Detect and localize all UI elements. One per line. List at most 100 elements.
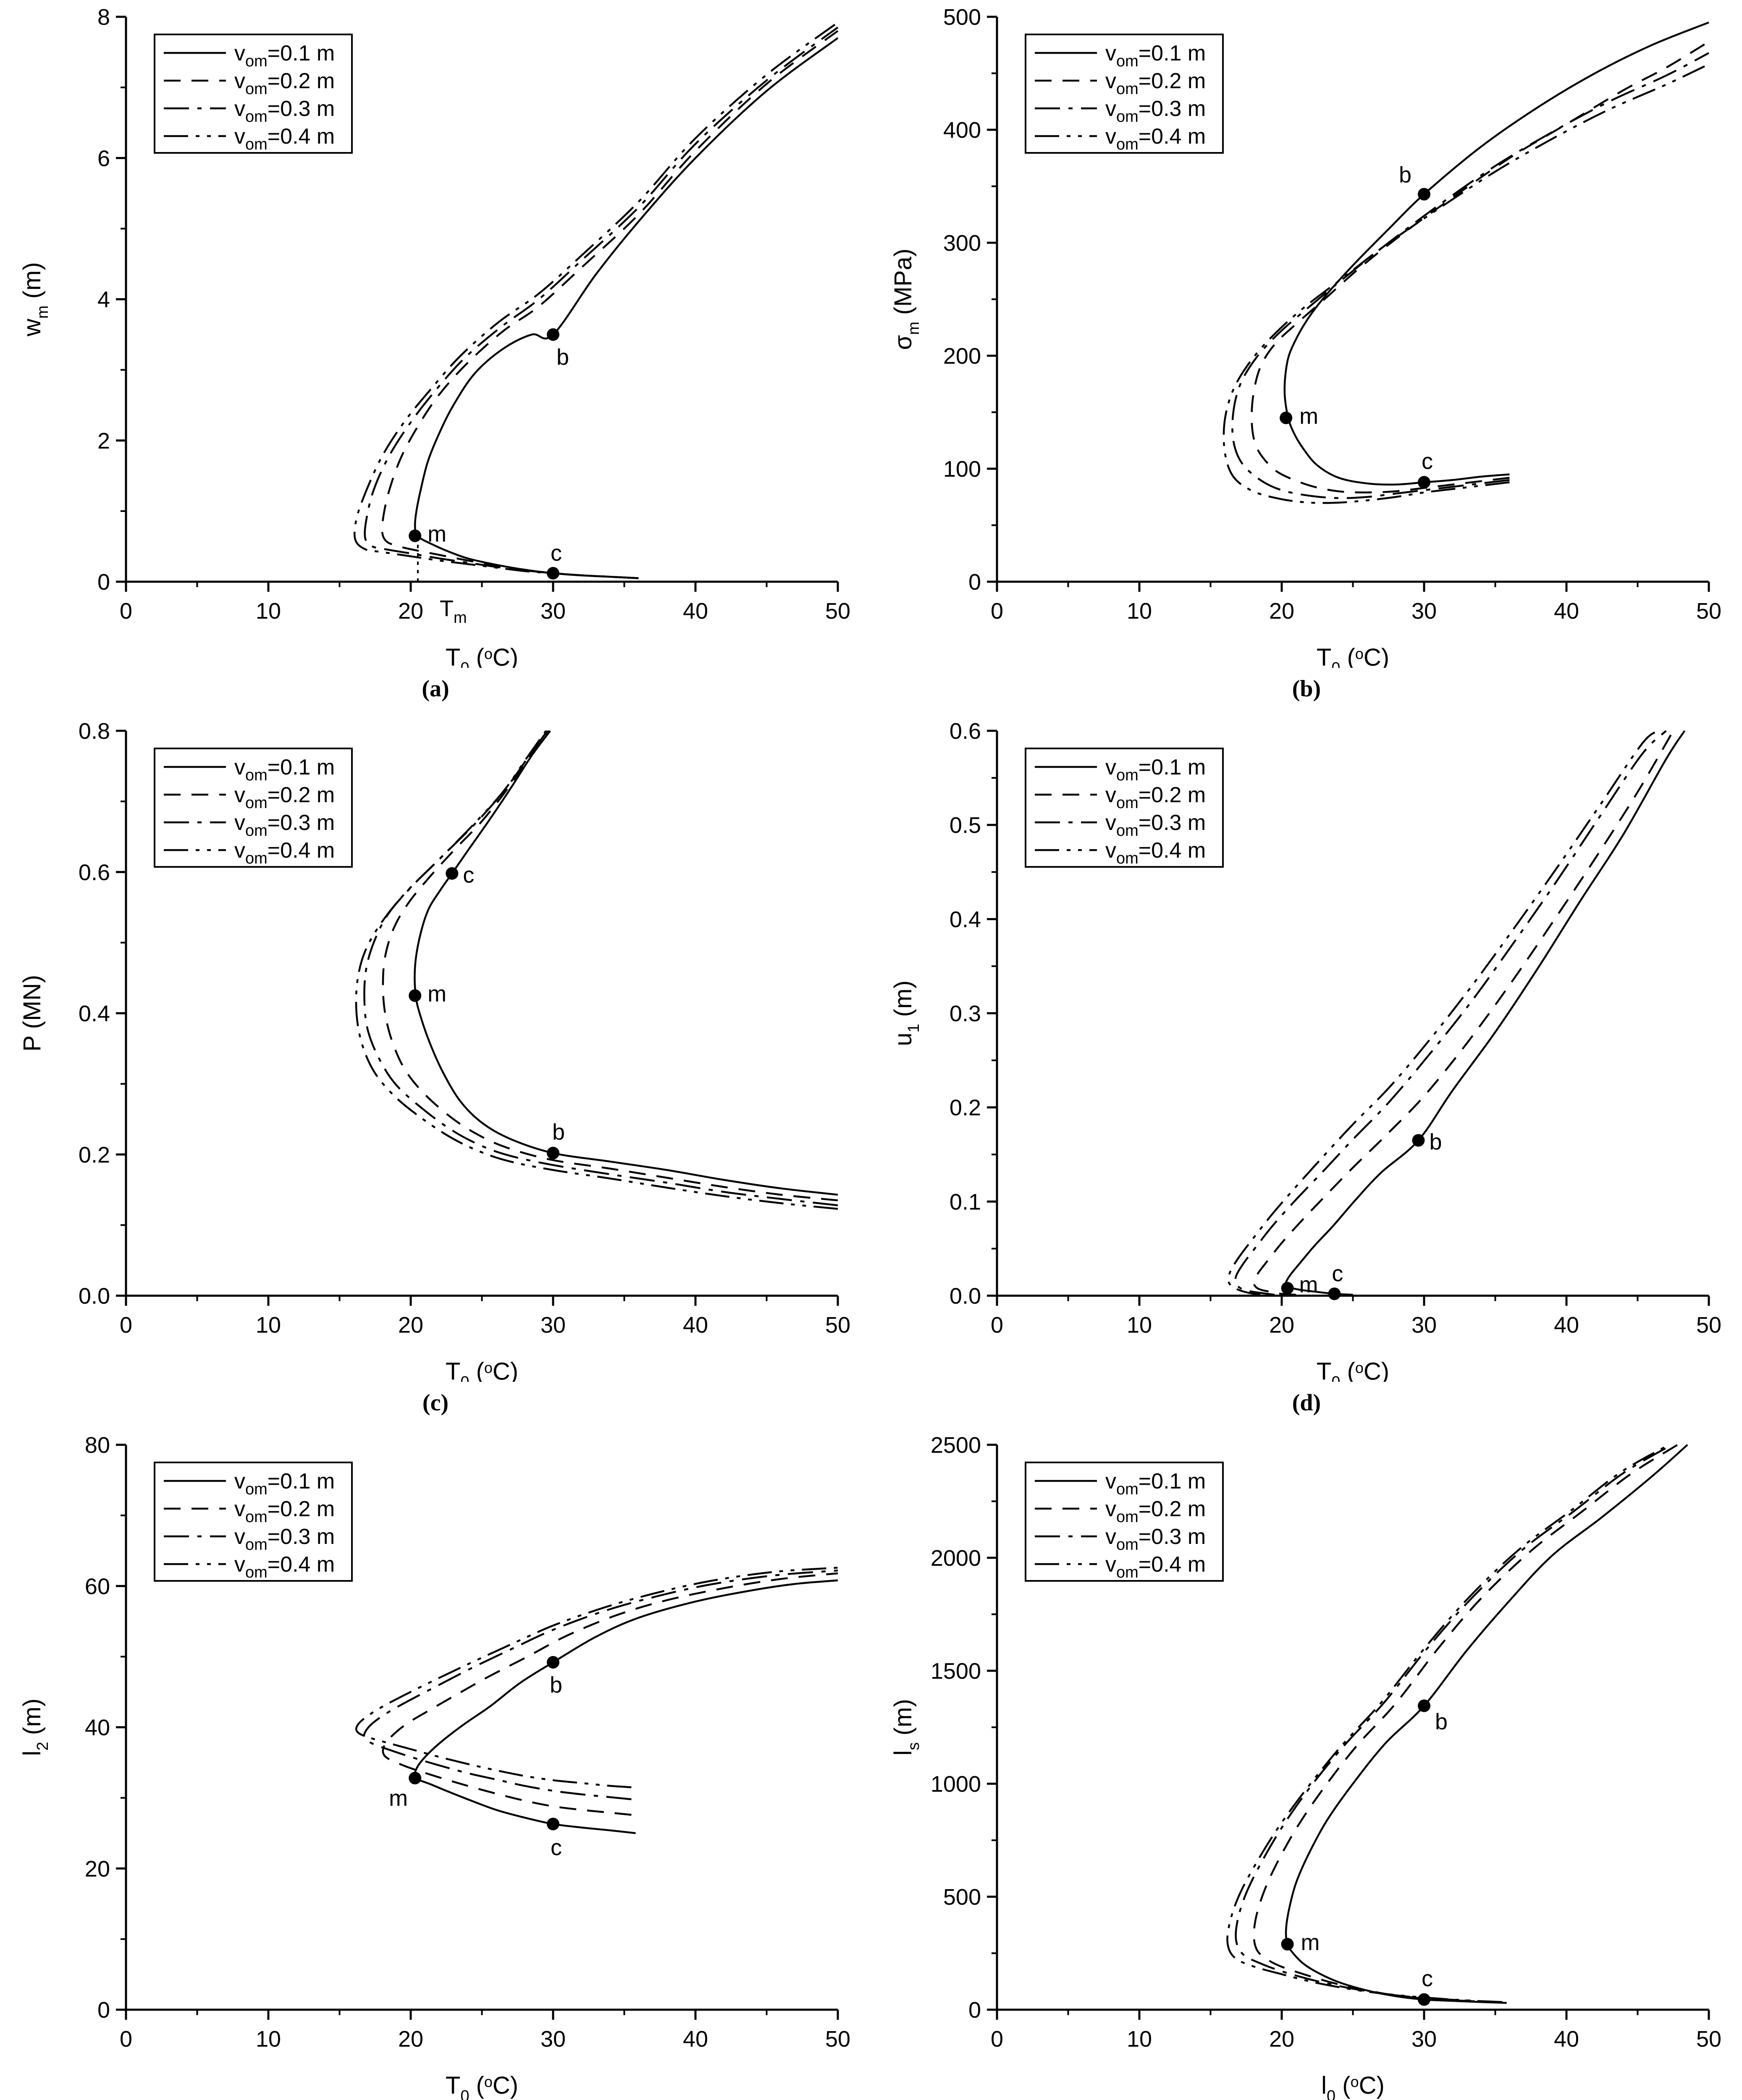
series-line-dashdot bbox=[1234, 730, 1667, 1296]
point-label-c: c bbox=[1422, 1966, 1433, 1991]
y-tick-label: 80 bbox=[85, 1433, 110, 1458]
legend-box bbox=[1025, 1462, 1224, 1582]
annotations-c: c m b bbox=[409, 863, 565, 1160]
y-tick-label: 2000 bbox=[931, 1546, 981, 1571]
x-tick-label: 10 bbox=[1127, 2026, 1152, 2052]
y-tick-label: 0 bbox=[97, 570, 110, 595]
legend-label-2: vom=0.3 m bbox=[1105, 811, 1206, 840]
y-tick-label: 8 bbox=[97, 5, 110, 30]
data-point-marker-m bbox=[409, 529, 422, 542]
legend-label-2: vom=0.3 m bbox=[234, 811, 335, 840]
y-tick-label: 300 bbox=[943, 231, 981, 256]
x-tick-label: 20 bbox=[398, 2026, 423, 2052]
data-point-marker-c bbox=[1418, 476, 1430, 489]
data-point-marker-c bbox=[1328, 1287, 1341, 1300]
plot-panel-f: 0 10 20 30 40 50 0 500 1000 1500 2000 2500 b m c l0 (oC… bbox=[871, 1428, 1742, 2100]
x-axis-label-f: l0 (oC) bbox=[1321, 2072, 1385, 2100]
series-line-dashed bbox=[381, 30, 839, 579]
series-line-dashed bbox=[382, 1572, 838, 1816]
x-tick-label: 0 bbox=[991, 598, 1003, 624]
data-point-marker-m bbox=[1281, 1282, 1294, 1295]
series-group-d bbox=[1227, 730, 1686, 1296]
series-line-solid bbox=[1283, 21, 1709, 486]
y-tick-label: 0 bbox=[968, 1998, 981, 2023]
annotations-f: b m c bbox=[1281, 1699, 1448, 2006]
point-label-m: m bbox=[428, 522, 446, 547]
x-tick-label: 50 bbox=[825, 598, 850, 624]
x-tick-label: 10 bbox=[1127, 598, 1152, 624]
y-tick-label: 0.8 bbox=[79, 719, 110, 744]
y-axis-label-d: u1 (m) bbox=[889, 980, 923, 1046]
y-axis-label-a: wm (m) bbox=[18, 262, 52, 337]
series-line-dashed bbox=[1253, 730, 1674, 1296]
y-axis-label-b: σm (MPa) bbox=[889, 249, 923, 350]
legend-box bbox=[1025, 34, 1224, 154]
series-line-dashed bbox=[1251, 41, 1710, 494]
y-tick-label: 0 bbox=[968, 570, 981, 595]
point-label-b: b bbox=[556, 345, 569, 370]
y-tick-label: 0.3 bbox=[950, 1001, 981, 1026]
x-tick-label: 30 bbox=[1411, 598, 1437, 624]
x-tick-label: 20 bbox=[398, 1312, 423, 1338]
x-axis-ticks-d: 0 10 20 30 40 50 bbox=[991, 1296, 1721, 1338]
y-tick-label: 0.0 bbox=[950, 1284, 981, 1309]
x-tick-label: 20 bbox=[1269, 2026, 1294, 2052]
y-tick-label: 0.4 bbox=[950, 907, 981, 932]
y-axis-label-e: l2 (m) bbox=[18, 1698, 52, 1756]
x-axis-label-d: T0 (oC) bbox=[1317, 1358, 1389, 1382]
y-tick-label: 0.2 bbox=[950, 1095, 981, 1121]
series-line-dashdot bbox=[363, 1570, 838, 1801]
series-group-c bbox=[355, 730, 838, 1210]
y-tick-label: 40 bbox=[85, 1715, 110, 1740]
series-line-dashdotdot bbox=[1226, 1444, 1670, 2003]
plot-area-e: 0 10 20 30 40 50 0 20 40 60 80 b m c T0 (oC) l2 (m) vom=… bbox=[18, 1433, 850, 2100]
y-tick-label: 1000 bbox=[931, 1772, 981, 1797]
legend-box bbox=[154, 1462, 353, 1582]
y-tick-label: 2500 bbox=[931, 1433, 981, 1458]
data-point-marker-b bbox=[1418, 1699, 1430, 1712]
data-point-marker-m bbox=[1281, 1937, 1294, 1950]
data-point-marker-b bbox=[1418, 188, 1430, 201]
x-tick-label: 50 bbox=[825, 2026, 850, 2052]
series-line-dashdot bbox=[1231, 52, 1710, 499]
x-tick-label: 10 bbox=[1127, 1312, 1152, 1338]
legend-label-3: vom=0.4 m bbox=[1105, 1552, 1206, 1581]
point-label-m: m bbox=[428, 981, 446, 1006]
y-tick-label: 500 bbox=[943, 1885, 981, 1910]
y-tick-label: 4 bbox=[97, 287, 110, 312]
series-line-dashed bbox=[1253, 1444, 1678, 2004]
point-label-c: c bbox=[551, 541, 562, 566]
panel-caption-c: (c) bbox=[422, 1390, 449, 1416]
y-axis-label-c: P (MN) bbox=[18, 975, 46, 1052]
x-axis-label-a: T0 (oC) bbox=[446, 644, 518, 668]
y-tick-label: 400 bbox=[943, 118, 981, 143]
y-tick-label: 2 bbox=[97, 428, 110, 454]
x-axis-label-b: T0 (oC) bbox=[1317, 644, 1389, 668]
y-axis-ticks-a: 0 2 4 6 8 bbox=[97, 5, 126, 595]
point-label-c: c bbox=[1332, 1261, 1343, 1286]
point-label-b: b bbox=[1399, 162, 1411, 187]
y-axis-ticks-d: 0.0 0.1 0.2 0.3 0.4 0.5 0.6 bbox=[950, 719, 997, 1309]
x-tick-label: 50 bbox=[1696, 1312, 1721, 1338]
x-tick-label: 10 bbox=[256, 1312, 281, 1338]
y-tick-label: 60 bbox=[85, 1574, 110, 1599]
y-tick-label: 0.6 bbox=[950, 719, 981, 744]
series-line-dashdotdot bbox=[1227, 730, 1661, 1296]
legend-label-0: vom=0.1 m bbox=[234, 1469, 335, 1498]
plot-panel-a: 0 10 20 30 40 50 0 2 4 6 8 b m c Tm T0 (oC) wm (m) vom=0.… bbox=[0, 0, 871, 714]
plot-panel-c: 0 10 20 30 40 50 0.0 0.2 0.4 0.6 0.8 c m b T0 (oC) P (M… bbox=[0, 714, 871, 1428]
y-axis-ticks-f: 0 500 1000 1500 2000 2500 bbox=[931, 1433, 997, 2023]
series-line-dashdot bbox=[363, 730, 838, 1207]
plot-panel-d: 0 10 20 30 40 50 0.0 0.1 0.2 0.3 0.4 0.5 0.6 b mc T0 (o… bbox=[871, 714, 1742, 1428]
panel-caption-a: (a) bbox=[422, 676, 449, 702]
x-tick-label: 50 bbox=[825, 1312, 850, 1338]
series-line-dashdotdot bbox=[353, 21, 839, 579]
annotations-d: b m c bbox=[1281, 1129, 1442, 1300]
point-label-b: b bbox=[1435, 1709, 1448, 1734]
y-tick-label: 0.0 bbox=[79, 1284, 110, 1309]
point-label-m: m bbox=[1299, 404, 1318, 429]
